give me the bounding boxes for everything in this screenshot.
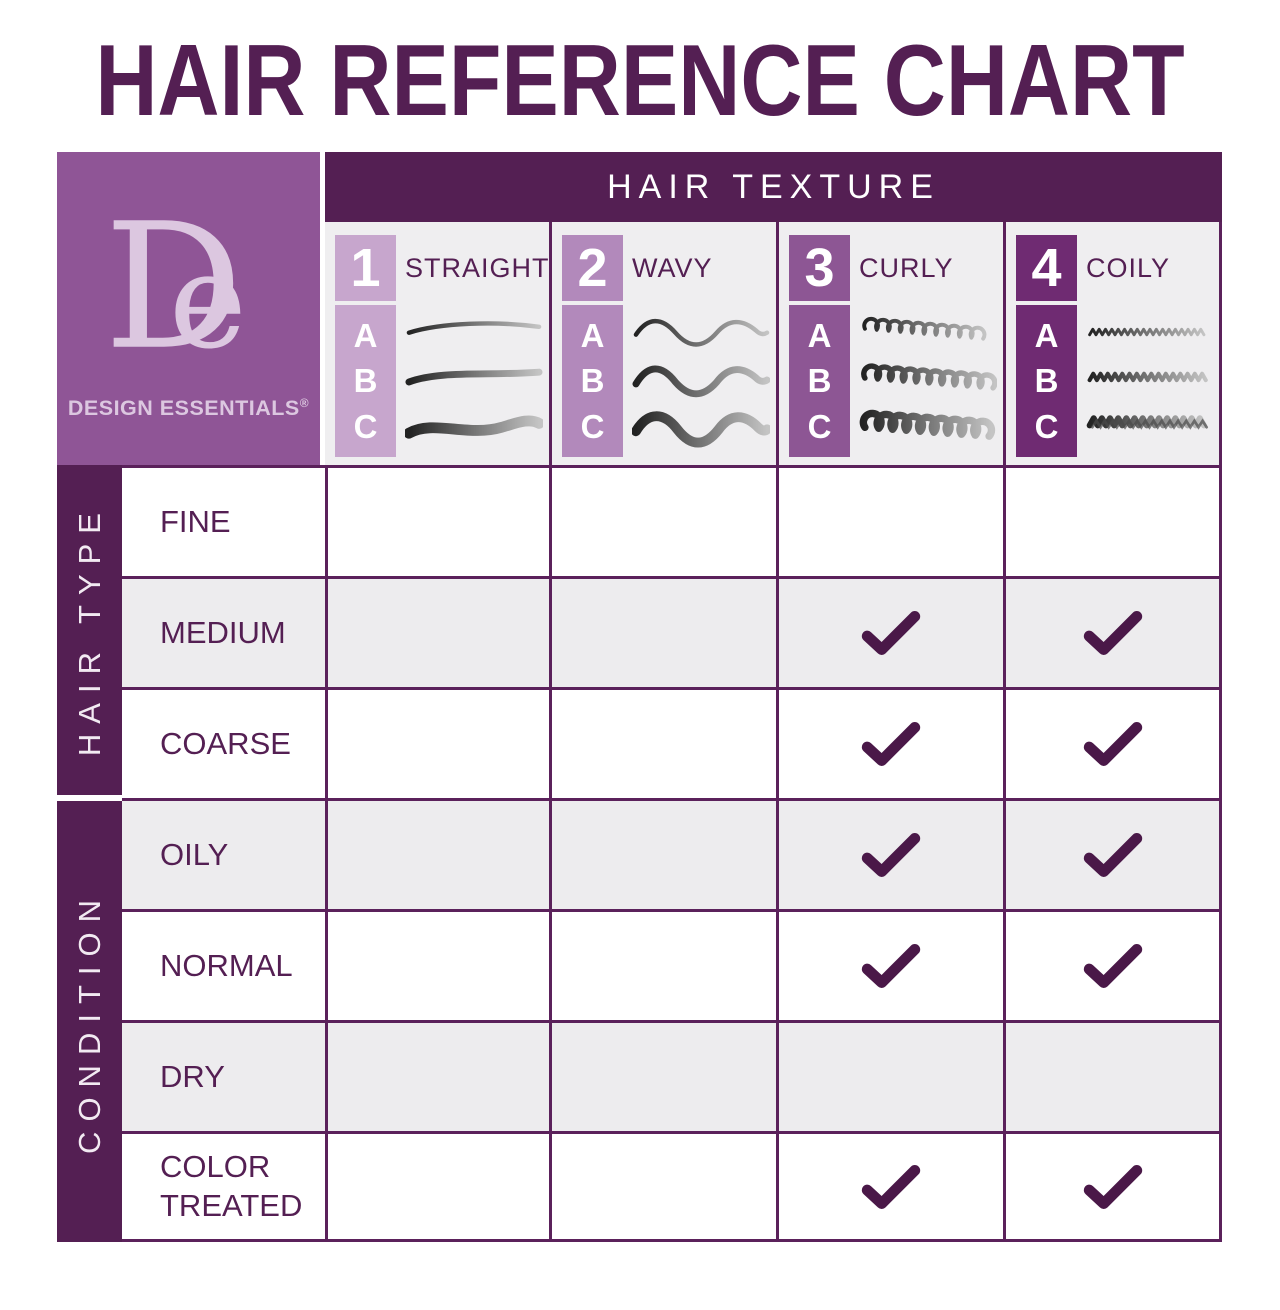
cell-dry-curly xyxy=(776,1020,1003,1131)
cell-coarse-straight xyxy=(325,687,549,798)
subtype-letter: C xyxy=(807,407,832,445)
subtype-letter: C xyxy=(580,407,605,445)
check-icon xyxy=(861,1164,921,1209)
page-title: HAIR REFERENCE CHART xyxy=(95,24,1185,138)
cell-fine-wavy xyxy=(549,465,776,576)
subtype-letter: B xyxy=(353,362,378,399)
texture-number-badge: 1 xyxy=(335,235,396,301)
texture-number-badge: 4 xyxy=(1016,235,1077,301)
check-icon xyxy=(861,944,921,988)
cell-color-treated-straight xyxy=(325,1131,549,1242)
cell-dry-coily xyxy=(1003,1020,1222,1131)
row-label-dry: DRY xyxy=(122,1020,325,1131)
check-icon xyxy=(1083,611,1142,655)
registered-mark: ® xyxy=(299,396,310,411)
texture-label: STRAIGHT xyxy=(405,252,550,283)
subtype-letter: C xyxy=(353,407,378,445)
texture-label: COILY xyxy=(1086,252,1171,283)
subtype-letter: A xyxy=(353,316,378,354)
brand-logo: D e DESIGN ESSENTIALS® xyxy=(57,152,325,465)
svg-text:D: D xyxy=(104,201,243,386)
cell-dry-wavy xyxy=(549,1020,776,1131)
cell-normal-coily xyxy=(1003,909,1222,1020)
subtype-letter: B xyxy=(807,362,832,399)
check-icon xyxy=(861,611,921,655)
cell-coarse-curly xyxy=(776,687,1003,798)
subtype-letter: A xyxy=(580,316,605,354)
texture-number-badge: 3 xyxy=(789,235,850,301)
row-label-medium: MEDIUM xyxy=(122,576,325,687)
group-bar-condition: CONDITION xyxy=(57,801,122,1242)
cell-normal-straight xyxy=(325,909,549,1020)
cell-color-treated-coily xyxy=(1003,1131,1222,1242)
cell-coarse-coily xyxy=(1003,687,1222,798)
cell-color-treated-wavy xyxy=(549,1131,776,1242)
check-icon xyxy=(1083,944,1142,988)
brand-name: DESIGN ESSENTIALS® xyxy=(67,396,310,421)
cell-oily-curly xyxy=(776,798,1003,909)
reference-table: D e DESIGN ESSENTIALS® HAIR TEXTURE HAIR… xyxy=(57,152,1280,1242)
texture-number-badge: 2 xyxy=(562,235,623,301)
cell-medium-wavy xyxy=(549,576,776,687)
cell-fine-coily xyxy=(1003,465,1222,576)
row-label-coarse: COARSE xyxy=(122,687,325,798)
check-icon xyxy=(861,833,921,877)
group-bar-hair-type: HAIR TYPE xyxy=(57,465,122,795)
cell-oily-straight xyxy=(325,798,549,909)
cell-medium-curly xyxy=(776,576,1003,687)
subtype-letter: B xyxy=(1034,362,1059,399)
design-essentials-monogram-icon: D e xyxy=(104,201,247,386)
coily-hair-icon xyxy=(1086,305,1213,457)
subtype-letter: C xyxy=(1034,407,1059,445)
texture-label: CURLY xyxy=(859,252,954,283)
cell-fine-curly xyxy=(776,465,1003,576)
subtype-letter: A xyxy=(1034,316,1059,354)
cell-coarse-wavy xyxy=(549,687,776,798)
cell-normal-curly xyxy=(776,909,1003,1020)
cell-normal-wavy xyxy=(549,909,776,1020)
cell-color-treated-curly xyxy=(776,1131,1003,1242)
subtype-letter: A xyxy=(807,316,832,354)
row-label-normal: NORMAL xyxy=(122,909,325,1020)
cell-dry-straight xyxy=(325,1020,549,1131)
svg-text:e: e xyxy=(169,226,247,379)
cell-fine-straight xyxy=(325,465,549,576)
row-label-fine: FINE xyxy=(122,465,325,576)
check-icon xyxy=(1083,1164,1142,1209)
cell-oily-wavy xyxy=(549,798,776,909)
subtype-letter: B xyxy=(580,362,605,399)
hair-texture-header: HAIR TEXTURE xyxy=(325,152,1222,222)
cell-medium-straight xyxy=(325,576,549,687)
cell-oily-coily xyxy=(1003,798,1222,909)
hair-reference-chart-page: HAIR REFERENCE CHART D e DESIGN ESSENTIA… xyxy=(0,30,1280,1310)
row-label-color-treated: COLOR TREATED xyxy=(122,1131,325,1242)
cell-medium-coily xyxy=(1003,576,1222,687)
straight-hair-icon xyxy=(405,305,543,457)
texture-label: WAVY xyxy=(632,252,713,283)
check-icon xyxy=(861,722,921,766)
check-icon xyxy=(1083,833,1142,877)
check-icon xyxy=(1083,722,1142,766)
curly-hair-icon xyxy=(859,305,997,457)
row-label-oily: OILY xyxy=(122,798,325,909)
wavy-hair-icon xyxy=(632,305,770,457)
